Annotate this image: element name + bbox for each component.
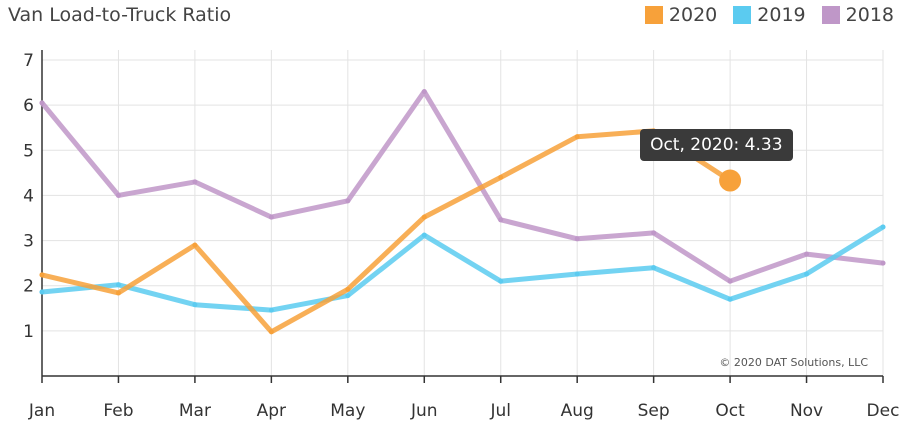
point-2018-Jun [421, 89, 427, 95]
point-2018-Aug [574, 236, 580, 242]
chart-title: Van Load-to-Truck Ratio [8, 4, 232, 26]
point-2018-Oct [727, 278, 733, 284]
x-tick-label: Jan [28, 401, 55, 421]
x-tick-label: Dec [867, 401, 900, 421]
x-tick-label: Mar [179, 401, 211, 421]
legend: 2020 2019 2018 [644, 4, 894, 26]
point-2020-May [345, 286, 351, 292]
y-tick-label: 4 [23, 186, 34, 206]
point-2018-Apr [268, 214, 274, 220]
legend-item-2020[interactable]: 2020 [644, 4, 718, 26]
point-2018-Jul [498, 217, 504, 223]
point-2019-Feb [115, 282, 121, 288]
x-tick-label: Apr [257, 401, 286, 421]
legend-swatch-2018 [821, 6, 840, 24]
y-tick-label: 3 [23, 232, 34, 252]
x-tick-label: Sep [638, 401, 670, 421]
legend-label-2018: 2018 [845, 4, 894, 26]
legend-swatch-2019 [733, 6, 752, 24]
credit-text: © 2020 DAT Solutions, LLC [719, 356, 868, 369]
point-2020-Jul [498, 174, 504, 180]
point-2020-Jun [421, 214, 427, 220]
point-2019-Jun [421, 232, 427, 238]
series-line-2020 [39, 128, 733, 335]
point-2018-May [345, 198, 351, 204]
point-2018-Feb [115, 192, 121, 198]
legend-label-2020: 2020 [668, 4, 718, 26]
point-2020-Mar [192, 242, 198, 248]
point-2020-Apr [268, 329, 274, 335]
y-tick-label: 2 [23, 277, 34, 297]
point-2020-Aug [574, 134, 580, 140]
legend-item-2019[interactable]: 2019 [733, 4, 806, 26]
point-2019-Oct [727, 296, 733, 302]
y-tick-label: 6 [23, 96, 34, 116]
tooltip: Oct, 2020: 4.33 [640, 128, 793, 161]
point-2020-Jan [39, 272, 45, 278]
legend-item-2018[interactable]: 2018 [821, 4, 894, 26]
legend-swatch-2020 [644, 6, 663, 24]
x-tick-label: Jul [489, 401, 511, 421]
x-tick-label: Jun [410, 401, 438, 421]
point-2019-Nov [804, 271, 810, 277]
x-tick-label: Feb [103, 401, 133, 421]
legend-label-2019: 2019 [757, 4, 806, 26]
point-2018-Dec [880, 260, 886, 266]
point-2018-Sep [651, 230, 657, 236]
y-tick-label: 7 [23, 51, 34, 71]
x-tick-label: Aug [561, 401, 594, 421]
point-2019-Jan [39, 289, 45, 295]
point-2019-Dec [880, 224, 886, 230]
point-2018-Mar [192, 179, 198, 185]
point-2019-Apr [268, 307, 274, 313]
point-2020-Feb [115, 290, 121, 296]
highlight-point [719, 169, 742, 192]
y-tick-label: 1 [23, 322, 34, 342]
point-2019-Sep [651, 265, 657, 271]
point-2019-Jul [498, 278, 504, 284]
x-tick-label: Oct [715, 401, 745, 421]
point-2019-Aug [574, 271, 580, 277]
point-2018-Nov [804, 251, 810, 257]
point-2018-Jan [39, 100, 45, 106]
series-line-2018 [39, 89, 886, 284]
x-tick-label: May [330, 401, 365, 421]
y-tick-label: 5 [23, 141, 34, 161]
series-line-2019 [39, 224, 886, 313]
x-tick-label: Nov [790, 401, 823, 421]
point-2019-Mar [192, 302, 198, 308]
point-2019-May [345, 293, 351, 299]
